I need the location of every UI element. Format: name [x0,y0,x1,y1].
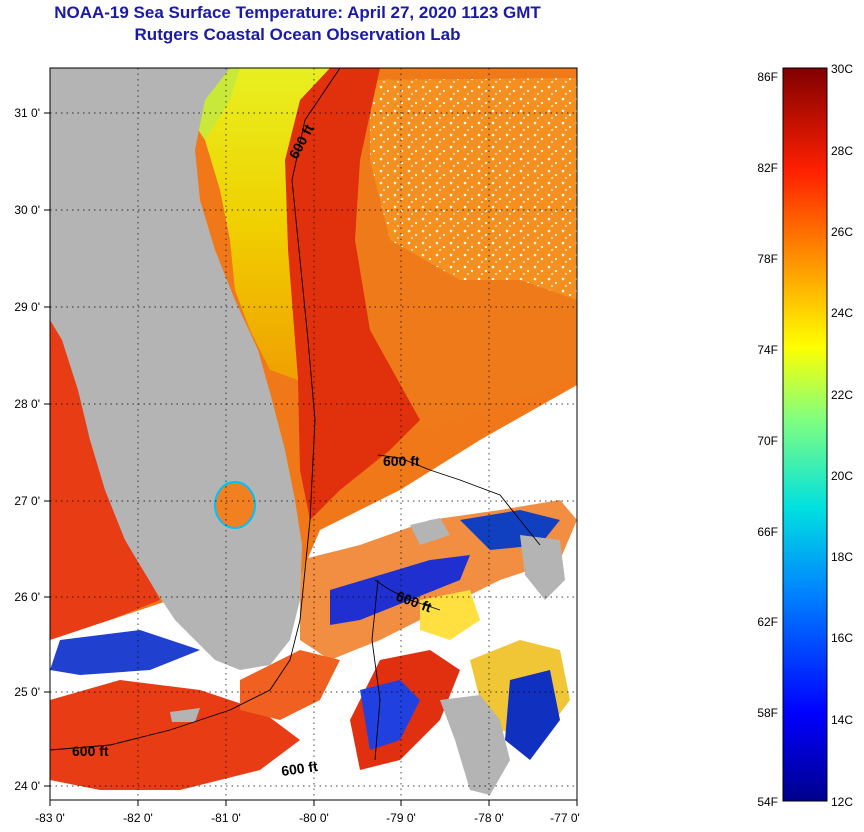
lat-tick-label: 27 0' [14,494,40,508]
contour-label-600ft: 600 ft [383,453,420,469]
colorbar-f-label: 62F [757,615,778,629]
lon-tick-label: -79 0' [386,811,416,825]
lon-tick-label: -83 0' [35,811,65,825]
lat-tick-label: 25 0' [14,685,40,699]
map-title: NOAA-19 Sea Surface Temperature: April 2… [0,2,595,46]
colorbar-f-label: 78F [757,252,778,266]
colorbar-c-label: 26C [831,225,853,239]
graticule [50,68,577,800]
lat-tick-label: 24 0' [14,779,40,793]
lon-tick-label: -82 0' [123,811,153,825]
shelf-water [175,68,330,380]
colorbar-f-label: 54F [757,795,778,809]
contour-label-600ft: 600 ft [72,743,109,759]
lat-tick-label: 30 0' [14,203,40,217]
bahamas-island [440,695,510,795]
colorbar-f-label: 58F [757,706,778,720]
colorbar-f-label: 82F [757,161,778,175]
lon-tick-label: -81 0' [211,811,241,825]
colorbar-c-label: 18C [831,550,853,564]
bahamas-island [410,518,450,545]
title-line-1: NOAA-19 Sea Surface Temperature: April 2… [54,3,541,22]
colorbar-c-label: 14C [831,713,853,727]
map-image-area [50,68,577,800]
bahamas-island [520,535,565,600]
title-line-2: Rutgers Coastal Ocean Observation Lab [134,25,461,44]
colorbar-c-label: 12C [831,795,853,809]
lat-tick-label: 29 0' [14,300,40,314]
colorbar-f-label: 70F [757,434,778,448]
lat-tick-label: 31 0' [14,106,40,120]
lon-tick-label: -77 0' [550,811,580,825]
colorbar-f-label: 74F [757,343,778,357]
colorbar-c-label: 20C [831,469,853,483]
lat-tick-label: 26 0' [14,590,40,604]
colorbar-f-label: 66F [757,525,778,539]
colorbar-c-label: 28C [831,144,853,158]
lake-okeechobee [214,481,256,529]
colorbar-f-label: 86F [757,70,778,84]
lon-tick-label: -80 0' [299,811,329,825]
colorbar-c-label: 22C [831,388,853,402]
florida-keys [170,708,200,722]
colorbar-c-label: 30C [831,62,853,76]
lon-tick-label: -78 0' [474,811,504,825]
isobath-600ft [50,68,541,761]
colorbar-gradient [782,67,828,802]
colorbar-c-label: 24C [831,306,853,320]
lat-tick-label: 28 0' [14,397,40,411]
gulf-stream [285,68,420,520]
temperature-colorbar: 86F 82F 78F 74F 70F 66F 62F 58F 54F 30C … [757,62,853,809]
colorbar-c-label: 16C [831,631,853,645]
cloud-speckle-area [370,78,577,300]
tick-marks [44,112,578,806]
contour-label-600ft: 600 ft [280,758,319,779]
